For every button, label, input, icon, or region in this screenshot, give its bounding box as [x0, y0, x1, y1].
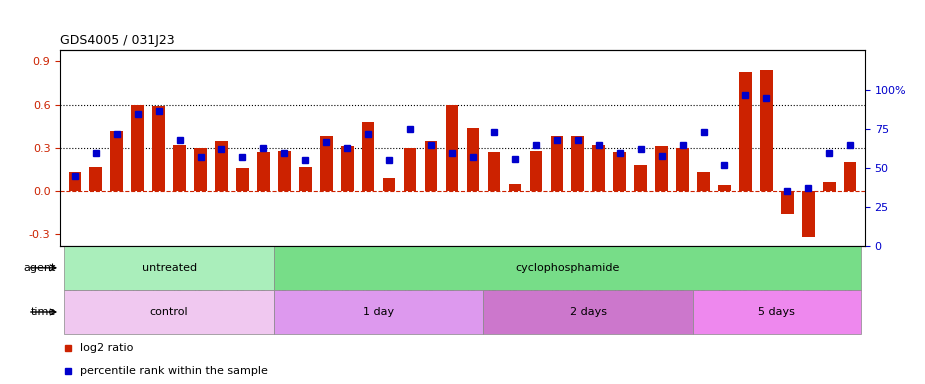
Bar: [257, 152, 270, 191]
Bar: [760, 70, 772, 191]
Bar: [529, 151, 542, 191]
Bar: [655, 146, 668, 191]
Bar: [572, 136, 584, 191]
Bar: [341, 146, 353, 191]
Bar: [823, 182, 835, 191]
Bar: [718, 185, 731, 191]
Bar: [299, 167, 312, 191]
Bar: [153, 106, 165, 191]
Bar: [484, 290, 693, 334]
Bar: [425, 141, 438, 191]
Bar: [65, 246, 274, 290]
Text: control: control: [150, 307, 189, 317]
Text: 5 days: 5 days: [758, 307, 796, 317]
Bar: [131, 105, 144, 191]
Bar: [404, 148, 416, 191]
Text: untreated: untreated: [142, 263, 197, 273]
Text: time: time: [31, 307, 56, 317]
Bar: [592, 145, 605, 191]
Bar: [844, 162, 857, 191]
Text: 1 day: 1 day: [364, 307, 394, 317]
Bar: [173, 145, 186, 191]
Text: log2 ratio: log2 ratio: [80, 343, 133, 353]
Bar: [320, 136, 333, 191]
Text: percentile rank within the sample: percentile rank within the sample: [80, 366, 268, 376]
Bar: [65, 290, 274, 334]
Bar: [278, 151, 290, 191]
Text: agent: agent: [23, 263, 56, 273]
Bar: [613, 152, 626, 191]
Bar: [446, 105, 458, 191]
Bar: [509, 184, 521, 191]
Bar: [781, 191, 794, 214]
Bar: [110, 131, 123, 191]
Bar: [362, 122, 375, 191]
Bar: [693, 290, 860, 334]
Bar: [383, 178, 395, 191]
Bar: [739, 71, 752, 191]
Text: cyclophosphamide: cyclophosphamide: [515, 263, 620, 273]
Bar: [236, 168, 249, 191]
Bar: [676, 148, 689, 191]
Bar: [90, 167, 102, 191]
Text: 2 days: 2 days: [570, 307, 607, 317]
Bar: [274, 246, 860, 290]
Bar: [216, 141, 228, 191]
Bar: [68, 172, 81, 191]
Text: GDS4005 / 031J23: GDS4005 / 031J23: [60, 34, 175, 47]
Bar: [194, 148, 207, 191]
Bar: [697, 172, 709, 191]
Bar: [635, 165, 647, 191]
Bar: [550, 136, 563, 191]
Bar: [274, 290, 484, 334]
Bar: [802, 191, 815, 237]
Bar: [467, 128, 479, 191]
Bar: [487, 152, 500, 191]
